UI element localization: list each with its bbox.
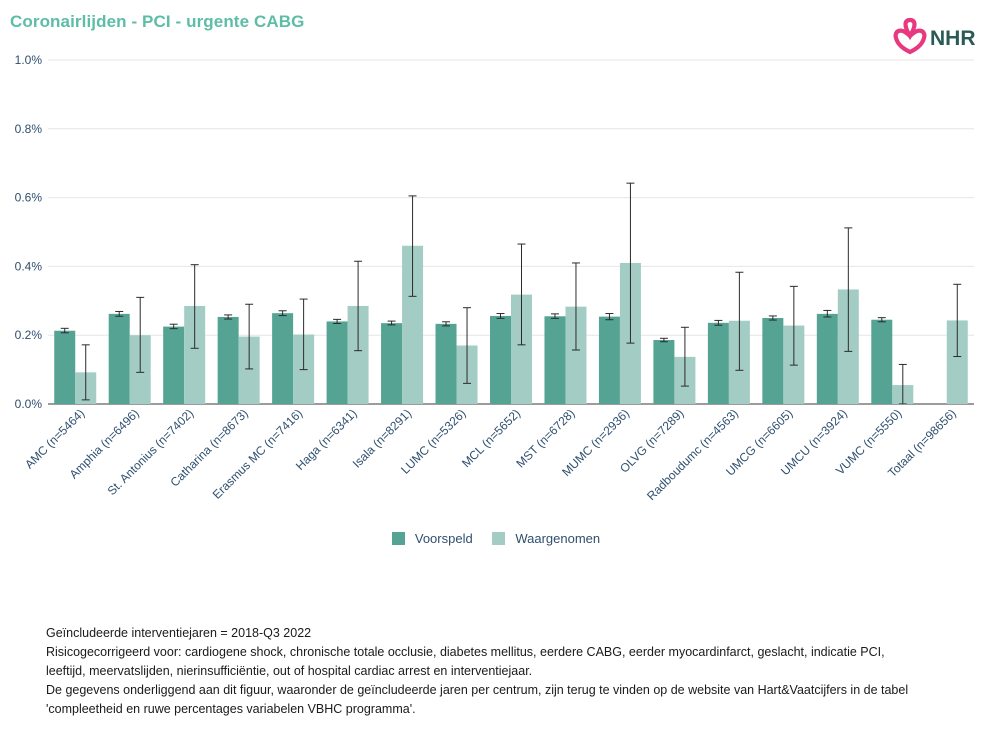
footnote-years: Geïncludeerde interventiejaren = 2018-Q3… (46, 626, 312, 640)
error-bar (496, 313, 505, 319)
error-bar (844, 227, 853, 352)
bar-observed (238, 336, 260, 404)
bar-predicted (54, 330, 76, 404)
legend: Voorspeld Waargenomen (0, 531, 992, 546)
error-bar (898, 363, 907, 405)
error-bar (680, 326, 689, 387)
footnotes: Geïncludeerde interventiejaren = 2018-Q3… (46, 624, 966, 719)
bar-predicted (871, 319, 893, 404)
error-bar (735, 271, 744, 371)
legend-item-predicted[interactable]: Voorspeld (391, 531, 473, 546)
error-bar (278, 310, 287, 317)
legend-label-observed: Waargenomen (515, 531, 601, 546)
legend-swatch-observed (492, 532, 506, 545)
error-bar (571, 262, 580, 351)
error-bar (81, 344, 90, 401)
bar-predicted (217, 316, 239, 404)
bar-predicted (381, 323, 403, 404)
footnote-risk-adjustment: Risicogecorrigeerd voor: cardiogene shoc… (46, 645, 885, 659)
error-bar (333, 318, 342, 325)
error-bars (60, 182, 962, 405)
bar-predicted (163, 326, 185, 404)
x-tick-label: Erasmus MC (n=7416) (210, 406, 305, 501)
bar-chart: 0.0% 0.2% 0.4% 0.6% 0.8% 1.0% AMC (n=5464)Amp… (15, 53, 974, 503)
bar-observed (511, 294, 532, 404)
error-bar (60, 327, 69, 334)
y-tick-label: 0.4% (15, 259, 43, 273)
bar-predicted (653, 340, 675, 404)
bar-observed (184, 305, 206, 404)
y-tick-label: 0.0% (15, 397, 43, 411)
bar-observed (402, 245, 424, 404)
bar-observed (347, 305, 369, 404)
legend-label-predicted: Voorspeld (414, 531, 473, 546)
bar-predicted (598, 316, 620, 404)
nhr-logo: NHR (893, 17, 976, 55)
error-bar (626, 182, 635, 344)
error-bar (714, 319, 723, 326)
error-bar (354, 260, 363, 352)
y-tick-label: 1.0% (15, 53, 43, 67)
bar-predicted (707, 322, 729, 404)
error-bar (789, 285, 798, 366)
error-bar (442, 321, 451, 327)
bar-predicted (272, 313, 294, 404)
error-bar (823, 309, 832, 318)
error-bar (659, 337, 668, 343)
bar-predicted (435, 323, 457, 404)
bars (54, 245, 968, 404)
error-bar (768, 315, 777, 321)
bar-predicted (762, 318, 784, 404)
bar-predicted (816, 313, 838, 404)
error-bar (463, 307, 472, 384)
bar-predicted (326, 321, 348, 404)
error-bar (550, 313, 559, 319)
logo-text: NHR (930, 27, 976, 50)
bar-predicted (544, 316, 566, 404)
error-bar (190, 264, 199, 349)
bar-predicted (490, 315, 511, 404)
error-bar (877, 317, 886, 323)
chart-title: Coronairlijden - PCI - urgente CABG (10, 12, 305, 31)
error-bar (953, 283, 962, 358)
error-bar (169, 323, 178, 330)
x-axis: AMC (n=5464)Amphia (n=6496)St. Antonius … (22, 406, 959, 503)
error-bar (605, 313, 614, 321)
bar-predicted (108, 313, 130, 404)
footnote-data-source: De gegevens onderliggend aan dit figuur,… (46, 683, 909, 697)
y-tick-label: 0.6% (15, 191, 43, 205)
error-bar (224, 314, 233, 320)
legend-swatch-predicted (391, 532, 405, 545)
error-bar (387, 320, 396, 326)
error-bar (408, 195, 417, 297)
error-bar (517, 243, 526, 346)
error-bar (136, 296, 145, 373)
error-bar (245, 303, 254, 370)
error-bar (299, 298, 308, 371)
y-tick-label: 0.8% (15, 122, 43, 136)
error-bar (115, 310, 124, 317)
bar-observed (565, 306, 587, 404)
footnote-risk-adjustment-cont: leeftijd, meervatslijden, nierinsufficië… (46, 664, 533, 678)
bar-observed (946, 320, 968, 404)
x-tick-label: Radboudumc (n=4563) (644, 406, 741, 503)
footnote-data-source-cont: 'compleetheid en ruwe percentages variab… (46, 702, 416, 716)
y-tick-label: 0.2% (15, 328, 43, 342)
heart-knot-icon (893, 17, 927, 55)
legend-item-observed[interactable]: Waargenomen (492, 531, 600, 546)
